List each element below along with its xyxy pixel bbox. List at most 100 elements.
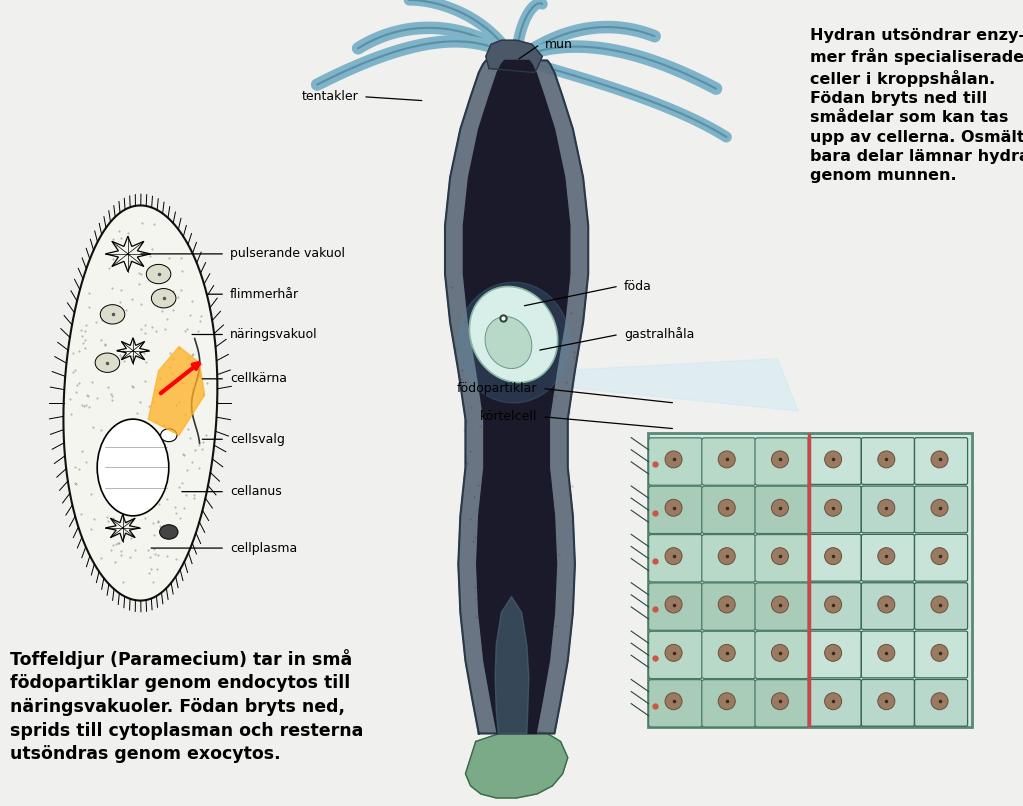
FancyBboxPatch shape [915, 583, 968, 629]
FancyBboxPatch shape [808, 583, 861, 629]
Text: cellkärna: cellkärna [230, 372, 287, 385]
FancyBboxPatch shape [755, 438, 809, 485]
FancyBboxPatch shape [649, 631, 703, 679]
Circle shape [151, 289, 176, 308]
FancyBboxPatch shape [702, 534, 756, 582]
Text: cellsvalg: cellsvalg [230, 433, 285, 446]
FancyBboxPatch shape [915, 631, 968, 678]
Polygon shape [445, 60, 588, 733]
Ellipse shape [718, 645, 736, 661]
Ellipse shape [718, 499, 736, 517]
Ellipse shape [665, 451, 682, 467]
FancyBboxPatch shape [649, 486, 703, 534]
FancyBboxPatch shape [649, 438, 703, 485]
Text: pulserande vakuol: pulserande vakuol [230, 247, 345, 260]
Ellipse shape [878, 645, 895, 661]
Ellipse shape [825, 645, 842, 661]
Circle shape [161, 429, 177, 442]
FancyBboxPatch shape [861, 631, 915, 678]
FancyBboxPatch shape [808, 631, 861, 678]
Text: tentakler: tentakler [302, 90, 358, 103]
Ellipse shape [665, 499, 682, 517]
Ellipse shape [825, 596, 842, 613]
Ellipse shape [931, 548, 948, 564]
Text: körtelcell: körtelcell [480, 410, 537, 423]
Ellipse shape [665, 693, 682, 709]
FancyBboxPatch shape [755, 534, 809, 582]
Ellipse shape [931, 596, 948, 613]
FancyBboxPatch shape [861, 534, 915, 581]
Ellipse shape [825, 451, 842, 467]
Ellipse shape [718, 693, 736, 709]
FancyBboxPatch shape [702, 438, 756, 485]
Ellipse shape [878, 548, 895, 564]
Circle shape [146, 264, 171, 284]
FancyBboxPatch shape [702, 486, 756, 534]
FancyBboxPatch shape [861, 583, 915, 629]
Ellipse shape [771, 645, 789, 661]
Ellipse shape [771, 693, 789, 709]
Polygon shape [486, 40, 542, 73]
Ellipse shape [470, 286, 558, 383]
Ellipse shape [931, 645, 948, 661]
Ellipse shape [771, 596, 789, 613]
Text: gastralhåla: gastralhåla [624, 327, 695, 342]
Ellipse shape [718, 451, 736, 467]
FancyBboxPatch shape [915, 486, 968, 533]
Text: födopartiklar: födopartiklar [456, 382, 537, 395]
FancyBboxPatch shape [755, 679, 809, 727]
Text: Toffeldjur (Paramecium) tar in små
födopartiklar genom endocytos till
näringsvak: Toffeldjur (Paramecium) tar in små födop… [10, 649, 363, 763]
Ellipse shape [931, 693, 948, 709]
FancyBboxPatch shape [915, 679, 968, 726]
Ellipse shape [771, 548, 789, 564]
FancyBboxPatch shape [808, 534, 861, 581]
Ellipse shape [97, 419, 169, 516]
FancyBboxPatch shape [755, 631, 809, 679]
Ellipse shape [878, 451, 895, 467]
FancyBboxPatch shape [808, 486, 861, 533]
FancyBboxPatch shape [755, 486, 809, 534]
Ellipse shape [878, 499, 895, 517]
Polygon shape [463, 60, 570, 733]
FancyBboxPatch shape [915, 534, 968, 581]
Ellipse shape [878, 596, 895, 613]
FancyBboxPatch shape [702, 679, 756, 727]
FancyBboxPatch shape [861, 486, 915, 533]
FancyBboxPatch shape [915, 438, 968, 484]
Circle shape [95, 353, 120, 372]
FancyBboxPatch shape [702, 583, 756, 630]
Polygon shape [465, 729, 568, 798]
Polygon shape [457, 282, 570, 403]
Polygon shape [558, 359, 798, 411]
Polygon shape [148, 347, 205, 435]
FancyBboxPatch shape [649, 679, 703, 727]
Ellipse shape [718, 548, 736, 564]
Ellipse shape [665, 596, 682, 613]
FancyBboxPatch shape [808, 679, 861, 726]
FancyBboxPatch shape [649, 583, 703, 630]
Circle shape [100, 305, 125, 324]
Text: cellanus: cellanus [230, 485, 282, 498]
Ellipse shape [931, 451, 948, 467]
Ellipse shape [771, 499, 789, 517]
Text: föda: föda [624, 280, 652, 293]
FancyBboxPatch shape [755, 583, 809, 630]
Ellipse shape [771, 451, 789, 467]
Ellipse shape [825, 548, 842, 564]
Ellipse shape [665, 645, 682, 661]
Circle shape [160, 525, 178, 539]
Ellipse shape [931, 499, 948, 517]
Text: mun: mun [545, 38, 573, 51]
Polygon shape [63, 206, 217, 600]
Text: flimmerhår: flimmerhår [230, 288, 300, 301]
Ellipse shape [825, 693, 842, 709]
Text: cellplasma: cellplasma [230, 542, 298, 555]
FancyBboxPatch shape [861, 679, 915, 726]
FancyBboxPatch shape [648, 433, 972, 727]
Ellipse shape [665, 548, 682, 564]
Ellipse shape [825, 499, 842, 517]
FancyBboxPatch shape [808, 438, 861, 484]
Ellipse shape [718, 596, 736, 613]
FancyBboxPatch shape [861, 438, 915, 484]
Ellipse shape [485, 317, 532, 368]
